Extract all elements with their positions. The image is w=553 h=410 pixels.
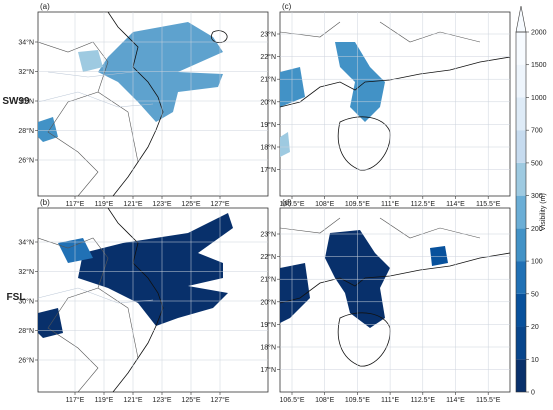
x-tick-label: 112.5°E xyxy=(411,200,436,208)
colorbar-tick-label: 20 xyxy=(531,324,539,331)
row-label: SW99 xyxy=(2,96,30,107)
y-tick-label: 23°N xyxy=(260,231,276,239)
colorbar-tick-label: 200 xyxy=(531,226,543,233)
colorbar-segment xyxy=(516,326,526,360)
y-tick-label: 28°N xyxy=(18,327,34,335)
x-tick-label: 109.5°E xyxy=(345,200,370,208)
y-tick-label: 18°N xyxy=(260,144,276,152)
colorbar-tick-label: 500 xyxy=(531,160,543,167)
x-tick-label: 119°E xyxy=(95,200,114,208)
x-tick-label: 106.5°E xyxy=(280,200,305,208)
x-tick-label: 106.5°E xyxy=(280,396,305,404)
colorbar-segment xyxy=(516,64,526,98)
x-tick-label: 114°E xyxy=(446,200,465,208)
y-tick-label: 19°N xyxy=(260,321,276,329)
y-tick-label: 22°N xyxy=(260,253,276,261)
x-tick-label: 125°E xyxy=(181,396,200,404)
panel-label: (c) xyxy=(282,2,292,11)
colorbar-tick-label: 700 xyxy=(531,128,543,135)
colorbar-frame xyxy=(515,31,527,393)
colorbar-segment xyxy=(516,162,526,196)
row-label: FSL xyxy=(7,292,26,303)
colorbar-extension xyxy=(515,5,527,33)
x-tick-label: 127°E xyxy=(210,200,229,208)
x-tick-label: 125°E xyxy=(181,200,200,208)
colorbar-tick-label: 1500 xyxy=(531,62,547,69)
x-tick-label: 115.5°E xyxy=(476,396,501,404)
x-tick-label: 115.5°E xyxy=(476,200,501,208)
colorbar-tick-label: 2000 xyxy=(531,30,547,37)
y-tick-label: 30°N xyxy=(18,298,34,306)
x-tick-label: 127°E xyxy=(210,396,229,404)
colorbar-segment xyxy=(516,97,526,131)
y-tick-label: 20°N xyxy=(260,298,276,306)
colorbar-label: Visibility (m) xyxy=(540,193,547,231)
colorbar-tick-label: 1000 xyxy=(531,95,547,102)
panel-label: (a) xyxy=(40,2,50,11)
map-panel xyxy=(279,11,511,197)
y-tick-label: 32°N xyxy=(18,268,34,276)
x-tick-label: 123°E xyxy=(152,396,171,404)
colorbar-segment xyxy=(516,32,526,65)
y-tick-label: 26°N xyxy=(18,157,34,165)
colorbar-tick-label: 50 xyxy=(531,291,539,298)
y-tick-label: 19°N xyxy=(260,121,276,129)
colorbar-tick-label: 0 xyxy=(531,390,535,397)
y-tick-label: 20°N xyxy=(260,98,276,106)
y-tick-label: 22°N xyxy=(260,53,276,61)
x-tick-label: 121°E xyxy=(123,396,142,404)
x-tick-label: 111°E xyxy=(381,396,399,404)
colorbar-tick-label: 100 xyxy=(531,259,543,266)
map-panel xyxy=(37,207,269,393)
panel-label: (d) xyxy=(282,198,292,207)
colorbar-segment xyxy=(516,195,526,229)
map-panel xyxy=(37,11,269,197)
y-tick-label: 32°N xyxy=(18,68,34,76)
colorbar-segment xyxy=(516,293,526,327)
x-tick-label: 109.5°E xyxy=(345,396,370,404)
x-tick-label: 108°E xyxy=(315,396,334,404)
colorbar-segment xyxy=(516,228,526,262)
y-tick-label: 28°N xyxy=(18,127,34,135)
x-tick-label: 121°E xyxy=(123,200,142,208)
y-tick-label: 17°N xyxy=(260,366,276,374)
map-panel xyxy=(279,207,511,393)
colorbar-segment xyxy=(516,130,526,163)
x-tick-label: 114°E xyxy=(446,396,465,404)
x-tick-label: 117°E xyxy=(66,200,85,208)
y-tick-label: 34°N xyxy=(18,239,34,247)
colorbar-tick-label: 10 xyxy=(531,357,539,364)
y-tick-label: 26°N xyxy=(18,357,34,365)
x-tick-label: 119°E xyxy=(95,396,114,404)
y-tick-label: 30°N xyxy=(18,98,34,106)
y-tick-label: 21°N xyxy=(260,276,276,284)
colorbar-segment xyxy=(516,359,526,392)
x-tick-label: 117°E xyxy=(66,396,85,404)
colorbar-segment xyxy=(516,261,526,294)
colorbar-tick-label: 300 xyxy=(531,193,543,200)
x-tick-label: 108°E xyxy=(315,200,334,208)
panel-label: (b) xyxy=(40,198,50,207)
x-tick-label: 111°E xyxy=(381,200,399,208)
x-tick-label: 112.5°E xyxy=(411,396,436,404)
y-tick-label: 18°N xyxy=(260,344,276,352)
y-tick-label: 34°N xyxy=(18,39,34,47)
x-tick-label: 123°E xyxy=(152,200,171,208)
y-tick-label: 17°N xyxy=(260,166,276,174)
y-tick-label: 21°N xyxy=(260,76,276,84)
y-tick-label: 23°N xyxy=(260,31,276,39)
